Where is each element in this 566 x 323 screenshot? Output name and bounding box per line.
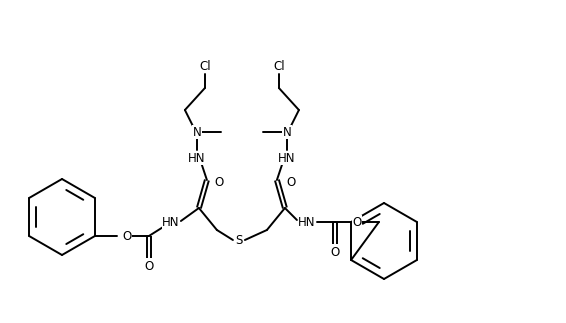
Text: S: S bbox=[235, 234, 243, 246]
Text: N: N bbox=[282, 126, 291, 139]
Text: O: O bbox=[144, 259, 153, 273]
Text: Cl: Cl bbox=[199, 59, 211, 72]
Text: HN: HN bbox=[188, 151, 205, 164]
Text: O: O bbox=[331, 245, 340, 258]
Text: HN: HN bbox=[162, 215, 179, 228]
Text: O: O bbox=[215, 175, 224, 189]
Text: HN: HN bbox=[298, 215, 316, 228]
Text: N: N bbox=[192, 126, 201, 139]
Text: O: O bbox=[352, 215, 362, 228]
Text: HN: HN bbox=[278, 151, 295, 164]
Text: Cl: Cl bbox=[273, 59, 285, 72]
Text: O: O bbox=[122, 230, 131, 243]
Text: O: O bbox=[286, 175, 295, 189]
